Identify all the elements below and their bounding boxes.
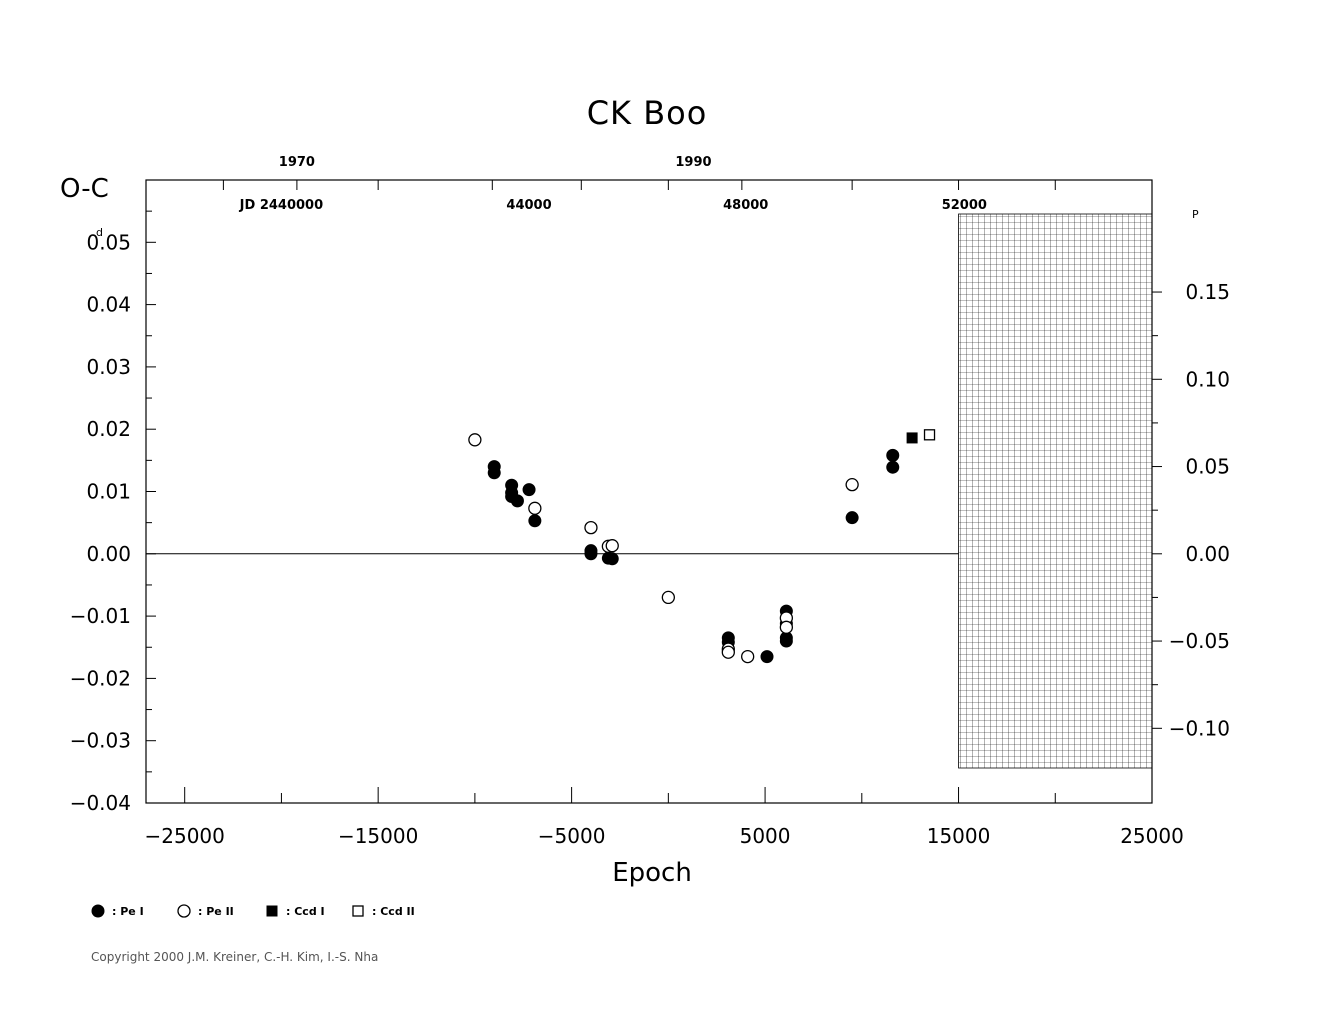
right-tick-label: −0.10 (1169, 716, 1230, 740)
right-tick-labels: 0.15 0.10 0.05 0.00 −0.05 −0.10 (1169, 280, 1230, 740)
data-point-open-circle (721, 645, 735, 659)
data-point-open-circle (845, 477, 859, 492)
data-point-filled-circle (605, 552, 619, 566)
data-point-filled-circle (886, 460, 900, 474)
data-point-open-circle (584, 520, 598, 535)
data-point-open-circle (528, 501, 542, 515)
y-tick-label: 0.02 (86, 417, 131, 441)
y-tick-label: 0.00 (86, 542, 131, 566)
data-point-filled-circle (487, 466, 501, 480)
data-point-filled-circle (886, 448, 900, 462)
chart-title: CK Boo (587, 94, 708, 132)
right-tick-label: 0.10 (1185, 367, 1230, 391)
legend-item: : Pe I (91, 904, 144, 918)
legend-marker-filled-square (266, 905, 278, 917)
x-tick-label: 25000 (1120, 824, 1184, 848)
legend-label: : Pe II (198, 905, 234, 918)
x-tick-label: −15000 (338, 824, 418, 848)
y-axis-title: O-C (60, 174, 109, 204)
jd-label: 52000 (942, 198, 987, 213)
y-axis-unit: d (96, 226, 103, 239)
x-tick-label: −5000 (538, 824, 606, 848)
data-point-open-circle (661, 590, 675, 605)
data-points (468, 429, 936, 664)
right-tick-label: −0.05 (1169, 629, 1230, 653)
data-point-filled-square (906, 432, 918, 444)
data-point-open-circle (779, 620, 794, 634)
legend-item: : Ccd II (352, 905, 415, 918)
data-point-filled-circle (845, 511, 859, 525)
y-tick-label: 0.04 (86, 293, 131, 317)
right-tick-label: 0.05 (1185, 455, 1230, 479)
copyright-note: Copyright 2000 J.M. Kreiner, C.-H. Kim, … (91, 950, 378, 964)
data-point-filled-circle (584, 547, 598, 561)
future-hatched-region (958, 213, 1153, 769)
right-tick-label: 0.00 (1185, 542, 1230, 566)
x-tick-label: 15000 (927, 824, 991, 848)
jd-label: 44000 (506, 198, 551, 213)
legend-label: : Ccd I (286, 905, 325, 918)
x-tick-labels: −25000 −15000 −5000 5000 15000 25000 (144, 824, 1183, 848)
data-point-filled-circle (510, 494, 524, 508)
x-axis-title: Epoch (612, 858, 692, 888)
right-tick-label: 0.15 (1185, 280, 1230, 304)
data-point-open-circle (741, 649, 755, 664)
legend-label: : Pe I (112, 905, 144, 918)
jd-label: JD 2440000 (239, 198, 323, 213)
data-point-filled-circle (779, 634, 793, 648)
data-point-open-circle (605, 539, 619, 553)
data-point-filled-circle (528, 514, 542, 528)
legend: : Pe I : Pe II : Ccd I : Ccd II (91, 904, 415, 918)
data-point-open-square (923, 429, 936, 441)
jd-label: 48000 (723, 198, 768, 213)
year-label: 1970 (279, 155, 315, 170)
data-point-filled-circle (760, 650, 774, 664)
y-tick-label: 0.03 (86, 355, 131, 379)
legend-item: : Pe II (177, 904, 234, 918)
y-tick-label: −0.01 (70, 604, 131, 628)
axis-ticks (146, 179, 1162, 804)
y-tick-label: 0.05 (86, 230, 131, 254)
data-point-filled-circle (522, 483, 536, 497)
legend-marker-open-square (352, 905, 364, 917)
y-tick-label: −0.03 (70, 729, 131, 753)
legend-item: : Ccd I (266, 905, 325, 918)
top-axis-labels: 1970 1990 JD 2440000 44000 48000 52000 (239, 155, 987, 213)
y-tick-label: −0.02 (70, 666, 131, 690)
legend-marker-open-circle (177, 904, 191, 918)
year-label: 1990 (675, 155, 711, 170)
legend-label: : Ccd II (372, 905, 415, 918)
x-tick-label: 5000 (740, 824, 791, 848)
y-tick-label: 0.01 (86, 480, 131, 504)
data-point-open-circle (468, 433, 482, 447)
right-axis-unit: P (1192, 208, 1199, 221)
y-tick-labels: 0.05 0.04 0.03 0.02 0.01 0.00 −0.01 −0.02 −0.03 −… (70, 230, 131, 815)
legend-marker-filled-circle (91, 904, 105, 918)
x-tick-label: −25000 (144, 824, 224, 848)
y-tick-label: −0.04 (70, 791, 131, 815)
